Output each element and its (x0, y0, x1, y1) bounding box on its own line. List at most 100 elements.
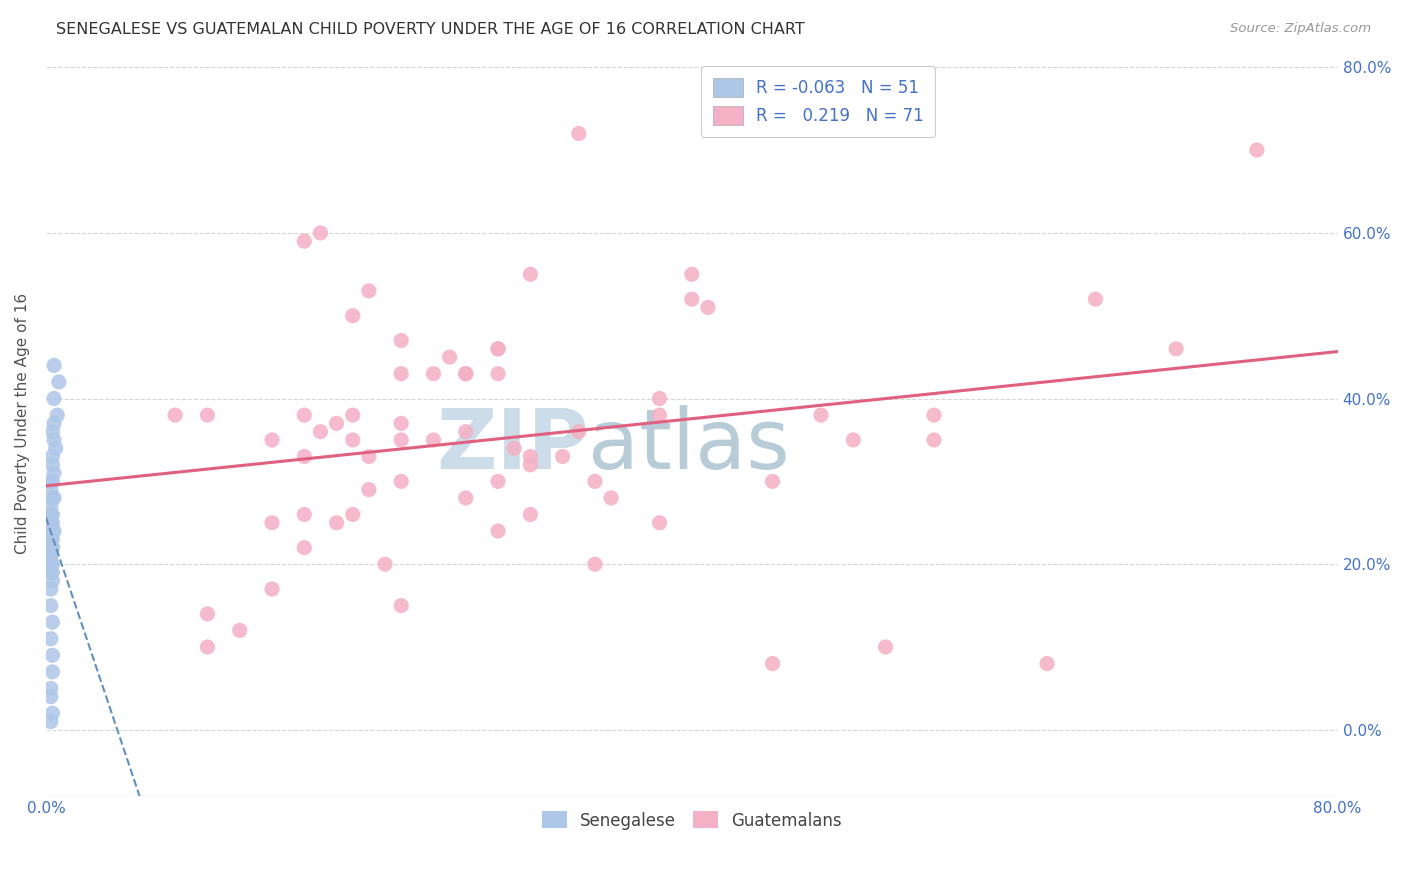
Point (41, 508, 63, 522)
Point (39, 690, 62, 704)
Point (648, 516, 671, 530)
Point (357, 483, 380, 497)
Point (41, 566, 63, 580)
Text: Source: ZipAtlas.com: Source: ZipAtlas.com (1230, 22, 1371, 36)
Point (42, 491, 65, 505)
Point (519, 508, 541, 522)
Point (39, 516, 62, 530)
Point (810, 408, 832, 422)
Point (389, 599, 412, 613)
Point (342, 508, 364, 522)
Point (41, 557, 63, 571)
Point (503, 442, 526, 456)
Point (486, 342, 509, 356)
Point (42, 392, 65, 406)
Point (260, 433, 283, 447)
Point (454, 425, 477, 439)
Point (39, 524, 62, 538)
Point (41, 574, 63, 588)
Point (292, 508, 315, 522)
Point (325, 516, 347, 530)
Point (292, 541, 315, 555)
Point (342, 433, 364, 447)
Point (342, 408, 364, 422)
Point (41, 541, 63, 555)
Point (454, 491, 477, 505)
Point (519, 268, 541, 282)
Point (41, 475, 63, 489)
Point (292, 408, 315, 422)
Point (39, 541, 62, 555)
Point (1036, 657, 1059, 671)
Point (41, 450, 63, 464)
Point (681, 268, 703, 282)
Point (600, 491, 623, 505)
Point (486, 475, 509, 489)
Point (39, 557, 62, 571)
Point (389, 334, 412, 348)
Point (357, 284, 380, 298)
Point (519, 458, 541, 472)
Point (519, 450, 541, 464)
Point (39, 549, 62, 563)
Point (39, 516, 62, 530)
Point (41, 524, 63, 538)
Point (486, 342, 509, 356)
Point (1246, 143, 1268, 157)
Point (46, 408, 69, 422)
Point (165, 408, 187, 422)
Point (922, 433, 945, 447)
Point (389, 367, 412, 381)
Point (260, 516, 283, 530)
Point (292, 450, 315, 464)
Point (39, 582, 62, 596)
Point (583, 475, 606, 489)
Point (41, 665, 63, 679)
Point (39, 475, 62, 489)
Point (454, 367, 477, 381)
Point (42, 433, 65, 447)
Point (39, 632, 62, 646)
Point (39, 533, 62, 547)
Point (41, 458, 63, 472)
Point (551, 450, 574, 464)
Point (648, 408, 671, 422)
Point (39, 499, 62, 513)
Point (42, 466, 65, 480)
Point (39, 714, 62, 729)
Point (41, 533, 63, 547)
Point (39, 549, 62, 563)
Point (41, 648, 63, 663)
Point (389, 417, 412, 431)
Point (197, 640, 219, 654)
Y-axis label: Child Poverty Under the Age of 16: Child Poverty Under the Age of 16 (15, 293, 30, 554)
Point (39, 549, 62, 563)
Point (486, 524, 509, 538)
Point (583, 557, 606, 571)
Point (42, 524, 65, 538)
Point (42, 359, 65, 373)
Point (45, 442, 67, 456)
Point (422, 367, 444, 381)
Point (568, 127, 591, 141)
Point (41, 706, 63, 721)
Point (761, 657, 783, 671)
Point (41, 425, 63, 439)
Point (309, 226, 332, 240)
Point (48, 375, 70, 389)
Text: SENEGALESE VS GUATEMALAN CHILD POVERTY UNDER THE AGE OF 16 CORRELATION CHART: SENEGALESE VS GUATEMALAN CHILD POVERTY U… (56, 22, 806, 37)
Point (39, 533, 62, 547)
Point (454, 367, 477, 381)
Point (374, 557, 396, 571)
Point (41, 615, 63, 629)
Point (39, 681, 62, 696)
Text: atlas: atlas (589, 405, 790, 486)
Point (357, 450, 380, 464)
Point (875, 640, 897, 654)
Legend: Senegalese, Guatemalans: Senegalese, Guatemalans (536, 805, 848, 836)
Point (697, 301, 720, 315)
Point (342, 309, 364, 323)
Point (1084, 292, 1107, 306)
Point (325, 417, 347, 431)
Point (486, 367, 509, 381)
